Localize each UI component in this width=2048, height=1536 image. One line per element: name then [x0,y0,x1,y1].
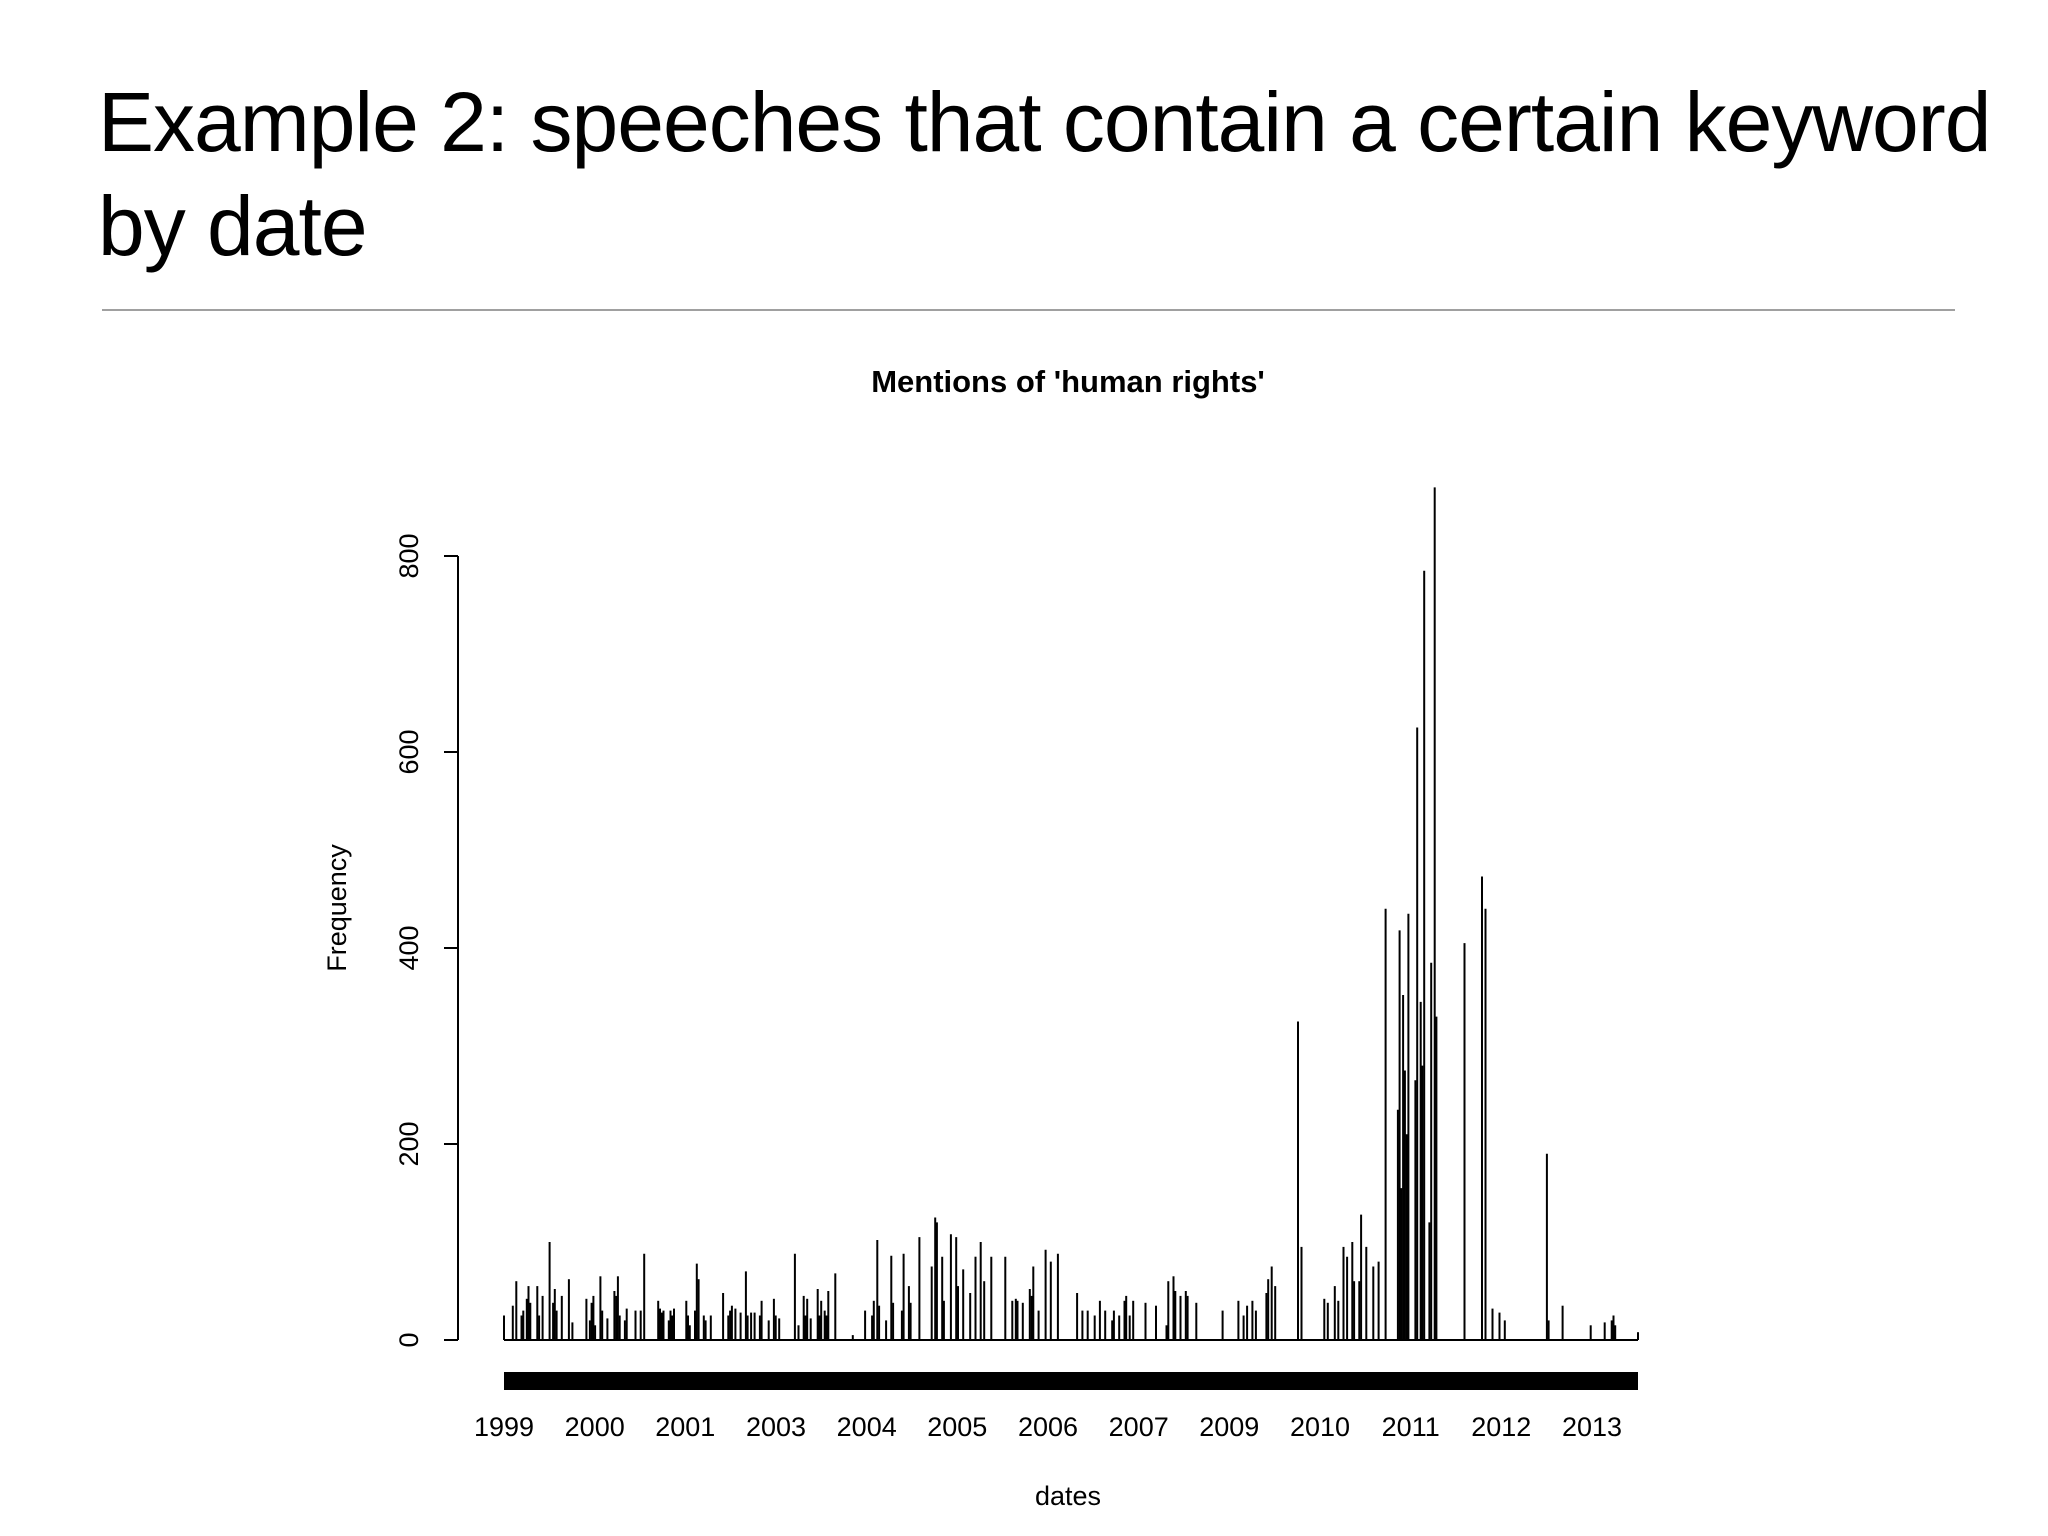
x-tick-label: 2005 [927,1412,987,1442]
x-tick-label: 2007 [1109,1412,1169,1442]
slide-title: Example 2: speeches that contain a certa… [98,70,1998,278]
x-axis-band [504,1372,1638,1390]
x-tick-label: 2003 [746,1412,806,1442]
x-axis-label: dates [1035,1481,1101,1511]
x-tick-label: 2000 [565,1412,625,1442]
y-tick-label: 400 [394,925,424,970]
x-tick-label: 2010 [1290,1412,1350,1442]
y-tick-label: 200 [394,1121,424,1166]
y-tick-label: 0 [394,1332,424,1347]
x-tick-label: 2013 [1562,1412,1622,1442]
y-axis-label: Frequency [322,844,352,972]
x-tick-label: 2001 [655,1412,715,1442]
title-divider [102,309,1955,311]
x-tick-label: 2006 [1018,1412,1078,1442]
chart-title: Mentions of 'human rights' [871,364,1265,399]
slide-title-line1: Example 2: speeches that contain a certa… [98,75,1991,169]
x-tick-label: 2004 [837,1412,897,1442]
x-tick-label: 1999 [474,1412,534,1442]
y-tick-label: 600 [394,729,424,774]
y-axis: 0 200 400 600 800 [394,533,459,1348]
x-tick-label: 2012 [1471,1412,1531,1442]
bars-group [503,487,1639,1341]
x-axis: 1999 2000 2001 2003 2004 2005 2006 2007 2009 2010… [474,1372,1638,1442]
x-tick-label: 2011 [1382,1412,1440,1442]
slide-title-line2: by date [98,179,368,273]
x-tick-label: 2009 [1199,1412,1259,1442]
y-tick-label: 800 [394,533,424,578]
